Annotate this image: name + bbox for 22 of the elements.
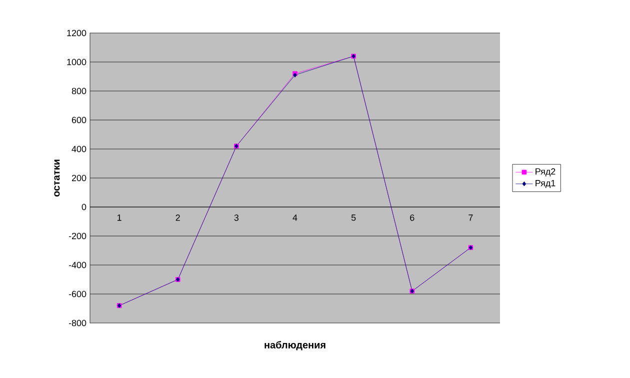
x-tick-label: 2 <box>176 214 180 221</box>
legend-label: Ряд1 <box>536 180 556 188</box>
x-tick-label: 3 <box>234 214 239 221</box>
x-tick-label: 1 <box>117 214 122 221</box>
x-tick-label: 5 <box>351 214 356 221</box>
x-tick-label: 7 <box>468 214 473 221</box>
y-tick-label: -200 <box>68 232 86 240</box>
y-axis-title: остатки <box>54 160 60 197</box>
y-tick-label: 1000 <box>67 58 86 66</box>
x-tick-label: 4 <box>292 214 298 221</box>
x-tick-label: 6 <box>410 214 414 221</box>
y-tick-label: 400 <box>72 146 86 152</box>
x-axis-title: наблюдения <box>264 341 326 350</box>
y-tick-label: 200 <box>72 174 86 182</box>
y-tick-label: -400 <box>68 262 86 268</box>
y-tick-label: -800 <box>68 320 86 326</box>
legend-label: Ряд2 <box>536 168 556 176</box>
y-tick-label: 0 <box>82 204 86 210</box>
y-tick-label: 800 <box>72 88 86 94</box>
y-tick-label: -600 <box>68 290 86 298</box>
y-tick-label: 1200 <box>67 30 86 36</box>
y-tick-label: 600 <box>72 116 86 124</box>
